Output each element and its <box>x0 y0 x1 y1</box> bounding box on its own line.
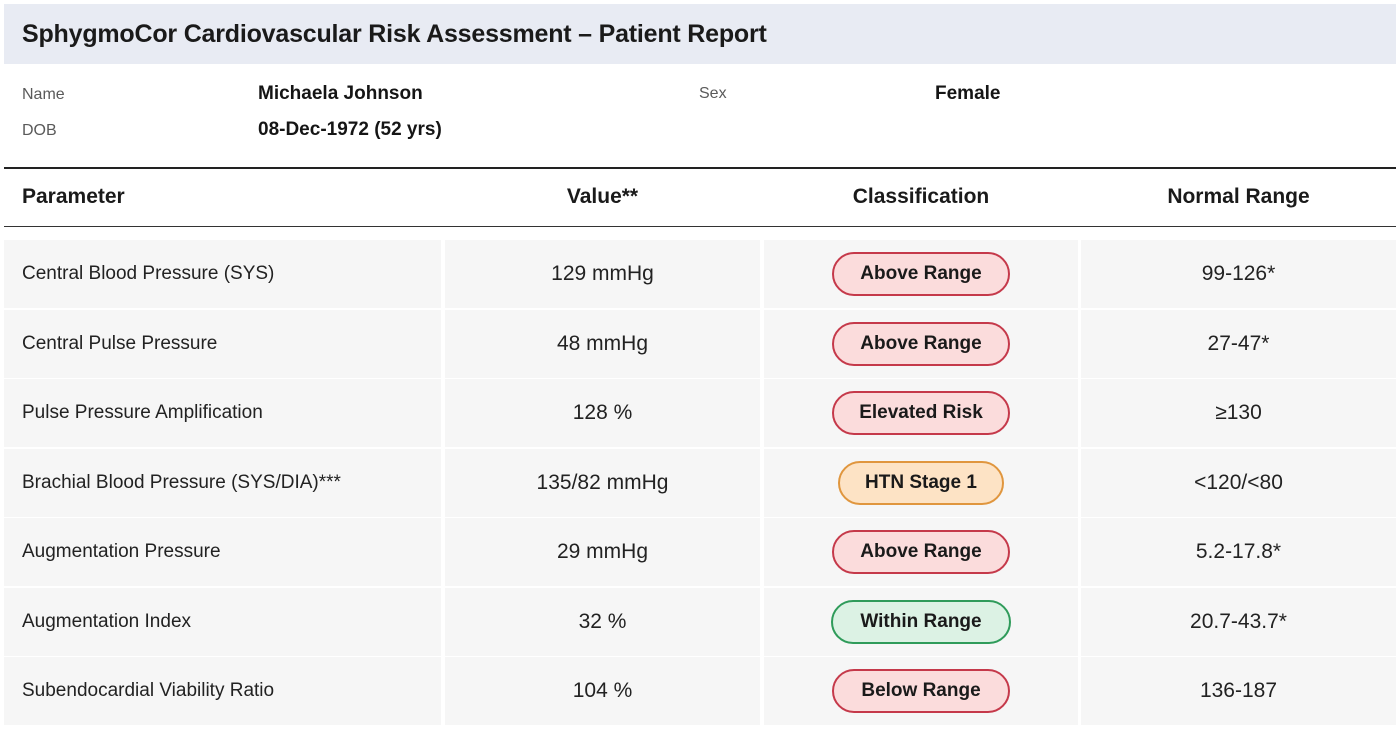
report-title: SphygmoCor Cardiovascular Risk Assessmen… <box>22 19 767 48</box>
table-row: Central Pulse Pressure 48 mmHg Above Range… <box>4 310 1396 378</box>
header-value: Value** <box>566 185 639 208</box>
classification-badge: Above Range <box>832 530 1010 574</box>
sex-label: Sex <box>699 85 727 102</box>
classification-cell: Elevated Risk <box>764 379 1078 447</box>
table-row: Augmentation Pressure 29 mmHg Above Range 5… <box>4 518 1396 586</box>
normal-range-cell: 20.7-43.7* <box>1081 588 1396 656</box>
normal-range-cell: 99-126* <box>1081 240 1396 308</box>
classification-badge: Above Range <box>832 252 1010 296</box>
header-parameter: Parameter <box>22 185 125 208</box>
table-row: Central Blood Pressure (SYS) 129 mmHg Abov… <box>4 240 1396 308</box>
table-top-rule <box>4 167 1396 169</box>
table-row: Subendocardial Viability Ratio 104 % Below… <box>4 657 1396 725</box>
dob-label: DOB <box>22 122 57 139</box>
parameter-cell: Subendocardial Viability Ratio <box>4 657 441 725</box>
value-cell: 32 % <box>445 588 760 656</box>
table-row: Pulse Pressure Amplification 128 % Elevate… <box>4 379 1396 447</box>
value-cell: 135/82 mmHg <box>445 449 760 517</box>
classification-badge: Below Range <box>832 669 1010 713</box>
classification-badge: HTN Stage 1 <box>838 461 1004 505</box>
classification-cell: Above Range <box>764 240 1078 308</box>
value-cell: 29 mmHg <box>445 518 760 586</box>
parameter-cell: Brachial Blood Pressure (SYS/DIA)*** <box>4 449 441 517</box>
normal-range-cell: 27-47* <box>1081 310 1396 378</box>
patient-name: Michaela Johnson <box>258 83 423 104</box>
classification-cell: Below Range <box>764 657 1078 725</box>
value-cell: 48 mmHg <box>445 310 760 378</box>
title-bar: SphygmoCor Cardiovascular Risk Assessmen… <box>4 4 1396 64</box>
classification-cell: Above Range <box>764 310 1078 378</box>
table-row: Brachial Blood Pressure (SYS/DIA)*** 135/… <box>4 449 1396 517</box>
classification-badge: Above Range <box>832 322 1010 366</box>
name-label: Name <box>22 86 65 103</box>
value-cell: 129 mmHg <box>445 240 760 308</box>
normal-range-cell: <120/<80 <box>1081 449 1396 517</box>
header-classification: Classification <box>852 185 990 208</box>
table-row: Augmentation Index 32 % Within Range 20.7-4… <box>4 588 1396 656</box>
classification-badge: Within Range <box>831 600 1011 644</box>
normal-range-cell: 5.2-17.8* <box>1081 518 1396 586</box>
parameter-cell: Central Blood Pressure (SYS) <box>4 240 441 308</box>
classification-badge: Elevated Risk <box>832 391 1010 435</box>
parameter-cell: Pulse Pressure Amplification <box>4 379 441 447</box>
normal-range-cell: 136-187 <box>1081 657 1396 725</box>
classification-cell: Above Range <box>764 518 1078 586</box>
header-normal-range: Normal Range <box>1167 185 1310 208</box>
classification-cell: HTN Stage 1 <box>764 449 1078 517</box>
normal-range-cell: ≥130 <box>1081 379 1396 447</box>
parameter-cell: Central Pulse Pressure <box>4 310 441 378</box>
value-cell: 128 % <box>445 379 760 447</box>
value-cell: 104 % <box>445 657 760 725</box>
patient-sex: Female <box>935 83 1001 104</box>
classification-cell: Within Range <box>764 588 1078 656</box>
patient-dob: 08-Dec-1972 (52 yrs) <box>258 119 442 140</box>
parameter-cell: Augmentation Index <box>4 588 441 656</box>
parameter-cell: Augmentation Pressure <box>4 518 441 586</box>
table-header-rule <box>4 226 1396 227</box>
